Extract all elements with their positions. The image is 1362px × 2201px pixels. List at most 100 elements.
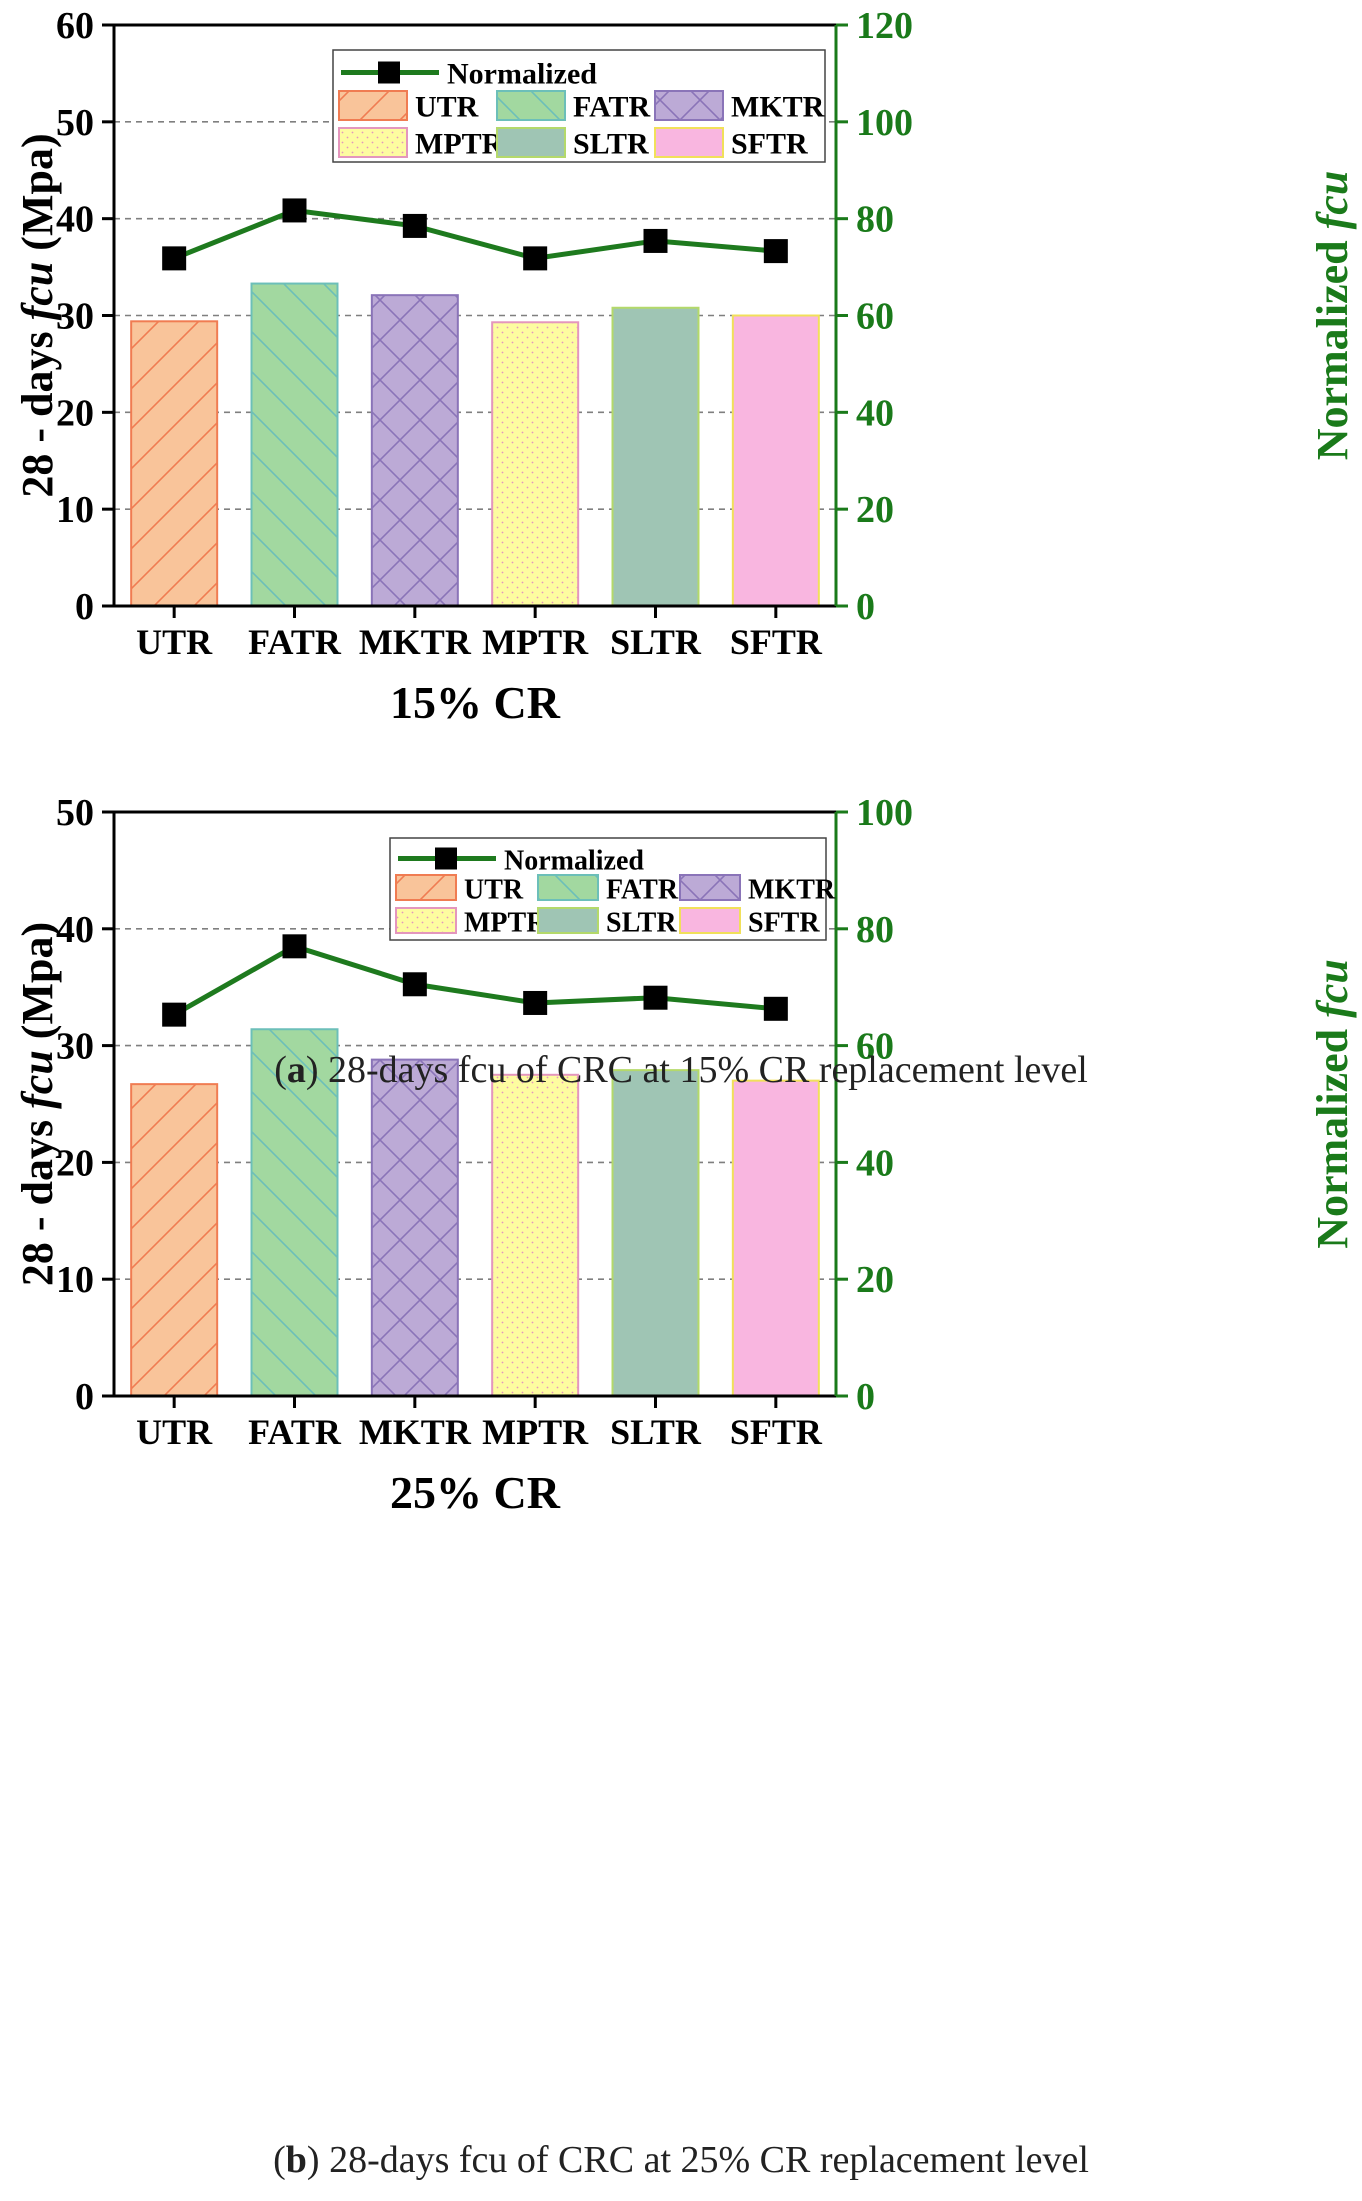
y2-axis-title: Normalized fcu	[1308, 171, 1357, 461]
legend-line-marker	[378, 61, 400, 84]
legend-swatch-outline	[679, 907, 741, 934]
legend-swatch-outline	[338, 90, 408, 121]
legend-swatch-hatch	[655, 91, 723, 120]
normalized-marker	[643, 228, 668, 253]
normalized-marker	[402, 972, 427, 997]
legend-swatch-outline	[496, 127, 566, 158]
y2-tick-label: 20	[856, 489, 894, 531]
legend-label-fatr: FATR	[606, 875, 679, 906]
y-tick-label: 30	[56, 296, 94, 338]
y-tick-label: 30	[56, 1026, 94, 1068]
legend-swatch-outline	[537, 907, 599, 934]
x-tick-label: MPTR	[482, 622, 589, 662]
legend-box	[332, 49, 826, 163]
y2-tick-label: 100	[856, 792, 913, 834]
legend-label-mptr: MPTR	[464, 908, 547, 939]
y2-tick-label: 80	[856, 199, 894, 241]
caption-b-letter: b	[286, 2139, 307, 2181]
x-tick-label: FATR	[248, 1412, 342, 1452]
legend-label-mptr: MPTR	[415, 128, 504, 161]
x-axis-title: 15% CR	[390, 677, 561, 728]
x-tick-label: SFTR	[730, 1412, 823, 1452]
legend-swatch-sltr	[497, 128, 565, 157]
y2-tick-label: 0	[856, 1376, 875, 1418]
y-tick-label: 20	[56, 1142, 94, 1184]
x-tick-label: SLTR	[610, 622, 702, 662]
legend-line-marker	[435, 847, 457, 870]
bar-hatch	[492, 1074, 579, 1396]
legend-swatch-outline	[679, 874, 741, 901]
y2-tick-label: 80	[856, 909, 894, 951]
y2-tick-label: 40	[856, 392, 894, 434]
legend-label-fatr: FATR	[573, 91, 651, 124]
y2-tick-label: 60	[856, 296, 894, 338]
legend-swatch-hatch	[396, 908, 456, 933]
x-tick-label: SLTR	[610, 1412, 702, 1452]
caption-b-text: ) 28-days fcu of CRC at 25% CR replaceme…	[307, 2139, 1089, 2181]
y-tick-label: 20	[56, 392, 94, 434]
normalized-line	[173, 207, 777, 261]
normalized-marker	[523, 990, 548, 1015]
y-tick-label: 40	[56, 909, 94, 951]
y2-axis-title: Normalized fcu	[1308, 959, 1357, 1249]
normalized-marker	[282, 198, 307, 223]
x-tick-label: FATR	[248, 622, 342, 662]
y-tick-label: 0	[75, 586, 94, 628]
normalized-line	[172, 943, 777, 1017]
caption-a-letter: a	[287, 1049, 306, 1091]
legend-swatch-hatch	[339, 128, 407, 157]
legend-swatch-outline	[395, 907, 457, 934]
legend-swatch-outline	[338, 127, 408, 158]
legend-swatch-outline	[496, 90, 566, 121]
x-tick-label: UTR	[136, 622, 213, 662]
y-axis-title: 28 - days fcu (Mpa)	[13, 133, 62, 497]
legend-swatch-hatch	[680, 875, 740, 900]
y2-tick-label: 0	[856, 586, 875, 628]
y2-tick-label: 100	[856, 102, 913, 144]
y-tick-label: 50	[56, 792, 94, 834]
legend-label-sftr: SFTR	[731, 128, 808, 161]
y2-tick-label: 20	[856, 1259, 894, 1301]
bar-hatch	[131, 1084, 218, 1396]
legend-swatch-hatch	[538, 875, 598, 900]
bar-sftr	[732, 1080, 819, 1396]
normalized-marker	[162, 246, 187, 271]
bar-hatch	[492, 322, 579, 606]
y-tick-label: 0	[75, 1376, 94, 1418]
legend-label-sftr: SFTR	[748, 908, 820, 939]
bar-hatch	[371, 1059, 458, 1396]
bar-hatch	[371, 295, 458, 606]
legend-line-label: Normalized	[504, 846, 644, 877]
y-tick-label: 10	[56, 489, 94, 531]
y-axis-title: 28 - days fcu (Mpa)	[13, 922, 62, 1286]
legend-line-label: Normalized	[447, 58, 597, 91]
legend-swatch-hatch	[396, 875, 456, 900]
y-tick-label: 60	[56, 5, 94, 47]
legend-label-utr: UTR	[464, 875, 524, 906]
normalized-marker	[643, 985, 668, 1010]
bar-sftr	[732, 315, 819, 606]
caption-b: (b) 28-days fcu of CRC at 25% CR replace…	[273, 2139, 1089, 2181]
legend-swatch-hatch	[339, 91, 407, 120]
legend-swatch-sftr	[680, 908, 740, 933]
x-tick-label: MPTR	[482, 1412, 589, 1452]
y2-tick-label: 40	[856, 1142, 894, 1184]
y-tick-label: 50	[56, 102, 94, 144]
x-axis-title: 25% CR	[390, 1467, 561, 1518]
legend-swatch-outline	[654, 90, 724, 121]
legend-label-mktr: MKTR	[748, 875, 836, 906]
normalized-marker	[162, 1002, 187, 1027]
legend-swatch-sftr	[655, 128, 723, 157]
y2-tick-label: 60	[856, 1026, 894, 1068]
y-tick-label: 10	[56, 1259, 94, 1301]
y2-tick-label: 120	[856, 5, 913, 47]
bar-hatch	[131, 321, 218, 606]
x-tick-label: MKTR	[359, 1412, 472, 1452]
y-tick-label: 40	[56, 199, 94, 241]
normalized-marker	[523, 246, 548, 271]
x-tick-label: MKTR	[359, 622, 472, 662]
legend-box	[389, 837, 827, 941]
legend-label-sltr: SLTR	[606, 908, 677, 939]
